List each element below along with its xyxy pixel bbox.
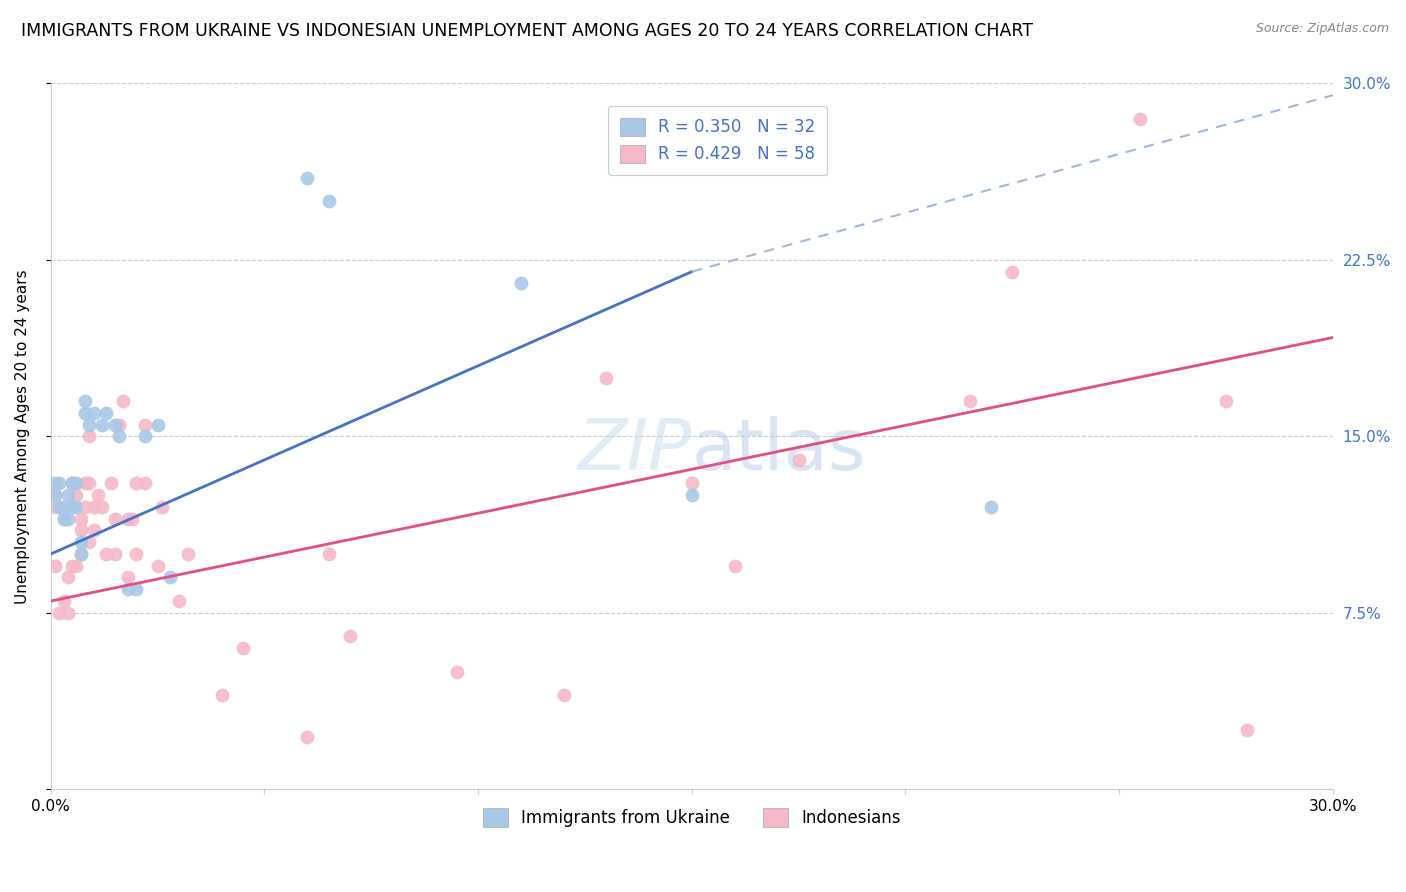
Point [108,417,131,432]
Point [318,547,340,561]
Point [60,476,83,491]
Point [112,394,135,409]
Point [104,547,127,561]
Point [44,476,66,491]
Point [104,417,127,432]
Point [52,511,75,525]
Point [44,488,66,502]
Point [339,629,361,643]
Point [96,547,118,561]
Point [146,558,169,573]
Point [104,511,127,525]
Point [108,429,131,443]
Point [553,688,575,702]
Point [52,511,75,525]
Point [1129,112,1152,126]
Point [87,488,110,502]
Point [79,417,101,432]
Point [44,488,66,502]
Point [73,476,96,491]
Point [117,511,139,525]
Point [1215,394,1237,409]
Point [65,500,87,514]
Point [60,558,83,573]
Point [73,406,96,420]
Text: atlas: atlas [692,416,866,485]
Text: Source: ZipAtlas.com: Source: ZipAtlas.com [1256,22,1389,36]
Point [44,558,66,573]
Point [73,394,96,409]
Point [1001,265,1024,279]
Point [69,535,91,549]
Y-axis label: Unemployment Among Ages 20 to 24 years: Unemployment Among Ages 20 to 24 years [15,269,30,604]
Point [159,570,181,584]
Point [681,488,703,502]
Point [1236,723,1258,738]
Point [44,500,66,514]
Point [69,547,91,561]
Point [723,558,745,573]
Point [96,406,118,420]
Point [65,558,87,573]
Point [48,500,70,514]
Point [52,500,75,514]
Point [65,476,87,491]
Point [69,547,91,561]
Point [134,429,156,443]
Point [56,488,79,502]
Text: ZIP: ZIP [578,416,692,485]
Point [91,500,114,514]
Point [52,594,75,608]
Point [125,476,148,491]
Point [297,170,319,185]
Point [150,500,173,514]
Point [60,476,83,491]
Point [48,500,70,514]
Point [681,476,703,491]
Point [509,277,531,291]
Point [83,500,105,514]
Point [100,476,122,491]
Point [232,641,254,656]
Point [134,417,156,432]
Point [69,511,91,525]
Legend: Immigrants from Ukraine, Indonesians: Immigrants from Ukraine, Indonesians [477,802,908,834]
Point [980,500,1002,514]
Point [121,511,143,525]
Point [146,417,169,432]
Text: IMMIGRANTS FROM UKRAINE VS INDONESIAN UNEMPLOYMENT AMONG AGES 20 TO 24 YEARS COR: IMMIGRANTS FROM UKRAINE VS INDONESIAN UN… [21,22,1033,40]
Point [117,570,139,584]
Point [79,476,101,491]
Point [787,453,810,467]
Point [60,500,83,514]
Point [91,417,114,432]
Point [48,476,70,491]
Point [56,606,79,620]
Point [117,582,139,597]
Point [318,194,340,208]
Point [69,524,91,538]
Point [297,731,319,745]
Point [48,606,70,620]
Point [83,406,105,420]
Point [83,524,105,538]
Point [79,429,101,443]
Point [446,665,468,679]
Point [125,582,148,597]
Point [65,488,87,502]
Point [56,511,79,525]
Point [79,535,101,549]
Point [211,688,233,702]
Point [56,570,79,584]
Point [134,476,156,491]
Point [125,547,148,561]
Point [167,594,190,608]
Point [595,370,617,384]
Point [73,500,96,514]
Point [959,394,981,409]
Point [176,547,198,561]
